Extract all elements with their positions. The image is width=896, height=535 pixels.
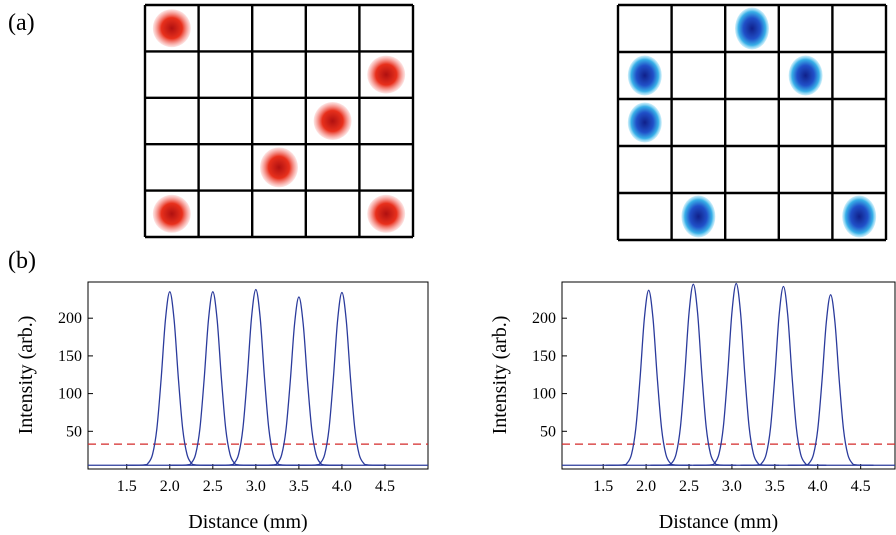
x-tick-label: 3.5 bbox=[289, 478, 309, 495]
y-tick-label: 50 bbox=[66, 423, 82, 440]
spot bbox=[152, 9, 191, 48]
spot bbox=[842, 195, 877, 238]
x-tick-label: 2.0 bbox=[636, 478, 656, 495]
spot bbox=[627, 102, 662, 143]
x-tick-label: 4.5 bbox=[851, 478, 871, 495]
spot bbox=[260, 147, 298, 188]
x-tick-label: 1.5 bbox=[593, 478, 613, 495]
peak-line bbox=[126, 291, 213, 466]
plot-frame bbox=[87, 281, 429, 470]
y-tick-label: 100 bbox=[532, 386, 556, 403]
peak-line bbox=[298, 291, 385, 466]
y-tick-label: 150 bbox=[58, 348, 82, 365]
peak-line bbox=[740, 285, 827, 466]
peak-line bbox=[787, 294, 874, 466]
x-tick-label: 3.0 bbox=[246, 478, 266, 495]
x-tick-label: 4.0 bbox=[332, 478, 352, 495]
y-axis-label: Intensity (arb.) bbox=[15, 316, 37, 435]
y-tick-label: 100 bbox=[58, 386, 82, 403]
panel-label: (a) bbox=[8, 10, 35, 36]
red-spot-grid bbox=[143, 3, 415, 239]
peak-line bbox=[605, 289, 692, 466]
spot bbox=[627, 55, 662, 96]
y-tick-label: 50 bbox=[540, 423, 556, 440]
x-tick-label: 2.5 bbox=[203, 478, 223, 495]
spot bbox=[735, 7, 769, 50]
spot bbox=[788, 55, 823, 96]
x-tick-label: 4.0 bbox=[808, 478, 828, 495]
y-tick-label: 200 bbox=[58, 310, 82, 327]
blue-spot-grid bbox=[616, 3, 888, 242]
spot bbox=[681, 195, 716, 238]
grid-lines bbox=[143, 3, 415, 239]
x-tick-label: 3.5 bbox=[765, 478, 785, 495]
plot-frame bbox=[561, 281, 896, 470]
x-tick-label: 4.5 bbox=[375, 478, 395, 495]
grid-lines bbox=[616, 3, 888, 242]
x-tick-label: 2.5 bbox=[679, 478, 699, 495]
x-axis-label: Distance (mm) bbox=[659, 511, 778, 533]
y-tick-label: 150 bbox=[532, 348, 556, 365]
peak-line bbox=[693, 282, 780, 466]
peak-line bbox=[169, 291, 256, 466]
peak-line bbox=[255, 296, 342, 466]
x-tick-label: 3.0 bbox=[722, 478, 742, 495]
peak-line bbox=[650, 283, 737, 466]
spot bbox=[152, 194, 191, 233]
panel-label: (b) bbox=[8, 248, 36, 274]
spot bbox=[313, 102, 352, 140]
peak-line bbox=[212, 288, 299, 466]
x-tick-label: 2.0 bbox=[160, 478, 180, 495]
x-axis-label: Distance (mm) bbox=[188, 511, 307, 533]
x-tick-label: 1.5 bbox=[117, 478, 137, 495]
spot bbox=[367, 194, 406, 233]
y-axis-label: Intensity (arb.) bbox=[489, 316, 511, 435]
y-tick-label: 200 bbox=[532, 310, 556, 327]
spot bbox=[367, 55, 406, 94]
